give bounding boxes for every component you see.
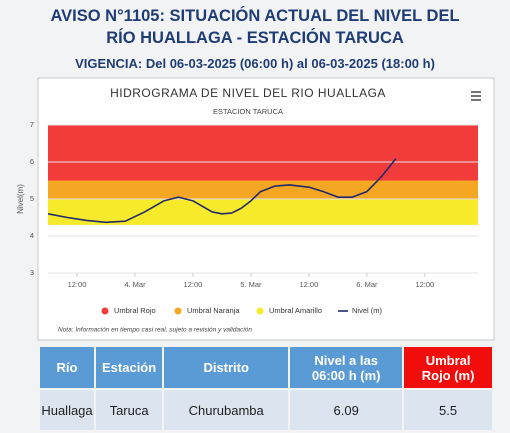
y-tick-label: 5	[30, 194, 34, 203]
header-cell: Estación	[93, 345, 165, 390]
level-line	[47, 158, 397, 224]
x-tick-label: 6. Mar	[356, 280, 378, 289]
legend-swatch	[101, 307, 109, 315]
legend-label: Nivel (m)	[352, 306, 382, 315]
header-cell: Umbral Rojo (m)	[402, 345, 494, 390]
threshold-band	[48, 199, 478, 225]
legend-item: Umbral Amarillo	[256, 306, 322, 315]
legend-swatch	[174, 307, 182, 315]
title-line: RÍO HUALLAGA - ESTACIÓN TARUCA	[106, 29, 404, 47]
chart-title: HIDROGRAMA DE NIVEL DEL RIO HUALLAGA	[110, 86, 386, 100]
y-axis-label: Nivel(m)	[16, 184, 25, 214]
x-tick-label: 12:00	[184, 280, 203, 289]
y-tick-label: 3	[30, 268, 34, 277]
legend-item: Umbral Naranja	[174, 306, 240, 315]
title-line: AVISO N°1105: SITUACIÓN ACTUAL DEL NIVEL…	[50, 7, 460, 25]
chart: HIDROGRAMA DE NIVEL DEL RIO HUALLAGA EST…	[16, 77, 495, 341]
legend-swatch	[256, 307, 264, 315]
header-cell: Distrito	[162, 345, 291, 390]
table-header: Río Estación Distrito Nivel a las 06:00 …	[38, 345, 494, 390]
validity: VIGENCIA: Del 06-03-2025 (06:00 h) al 06…	[75, 56, 435, 71]
cell: 6.09	[288, 388, 405, 432]
x-tick-label: 12:00	[300, 280, 319, 289]
y-tick-label: 7	[30, 120, 34, 129]
cell: Churubamba	[162, 388, 291, 432]
x-tick-label: 5. Mar	[240, 280, 262, 289]
cell: Huallaga	[38, 388, 96, 432]
menu-icon[interactable]	[471, 91, 481, 101]
y-tick-label: 4	[30, 231, 34, 240]
chart-subtitle: ESTACION TARUCA	[213, 107, 283, 116]
table-row: Huallaga Taruca Churubamba 6.09 5.5	[38, 388, 494, 432]
x-tick-label: 12:00	[68, 280, 87, 289]
legend-label: Umbral Rojo	[114, 306, 156, 315]
info-table: Río Estación Distrito Nivel a las 06:00 …	[38, 345, 494, 432]
legend-item: Nivel (m)	[338, 306, 382, 315]
title: AVISO N°1105: SITUACIÓN ACTUAL DEL NIVEL…	[0, 5, 510, 49]
header-cell: Nivel a las 06:00 h (m)	[288, 345, 405, 390]
cell: Taruca	[93, 388, 165, 432]
note: Nota: Información en tiempo casi real, s…	[58, 327, 252, 334]
cell: 5.5	[402, 388, 494, 432]
x-tick-label: 12:00	[415, 280, 434, 289]
threshold-band	[48, 180, 478, 199]
legend-label: Umbral Naranja	[187, 306, 240, 315]
header-cell: Río	[38, 345, 96, 390]
legend-label: Umbral Amarillo	[269, 306, 322, 315]
y-tick-label: 6	[30, 157, 34, 166]
threshold-band	[48, 125, 478, 181]
x-tick-label: 4. Mar	[124, 280, 146, 289]
legend-item: Umbral Rojo	[101, 306, 156, 315]
